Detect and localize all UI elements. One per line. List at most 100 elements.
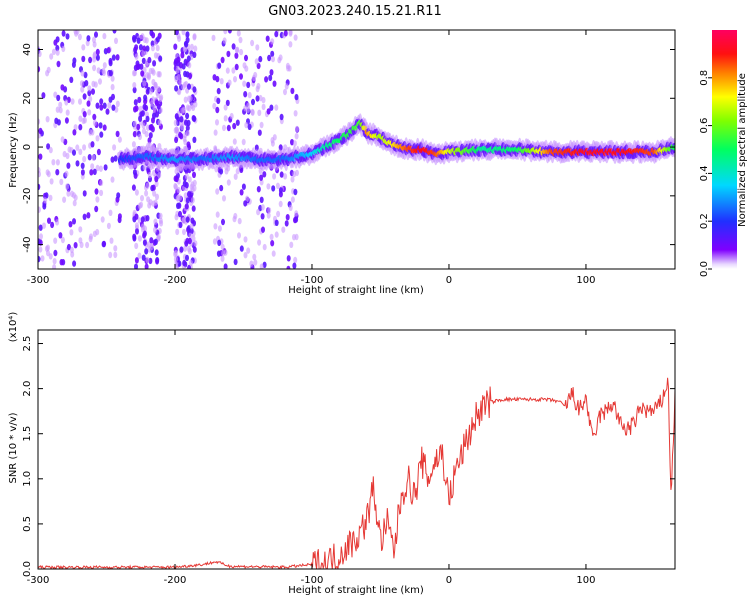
noise-blob [78, 148, 83, 155]
noise-blob [181, 30, 186, 36]
noise-blob [135, 228, 139, 235]
noise-blob [138, 115, 143, 122]
noise-blob [189, 43, 194, 51]
noise-blob [223, 30, 228, 35]
noise-blob [111, 54, 116, 61]
noise-blob [137, 96, 142, 104]
noise-blob [106, 222, 111, 230]
noise-blob [294, 210, 299, 217]
colorbar-label: Normalized spectral amplitude [737, 73, 748, 227]
noise-blob [110, 83, 115, 91]
noise-blob [69, 246, 74, 254]
noise-blob [192, 136, 197, 143]
noise-blob [38, 255, 41, 263]
noise-blob [55, 159, 60, 166]
noise-blob [140, 70, 145, 77]
snr-y-ticks: 0.0 0.5 1.0 1.5 2.0 2.5 [22, 336, 675, 577]
noise-blob [156, 86, 161, 93]
noise-blob [225, 67, 230, 74]
noise-blob [78, 226, 83, 233]
noise-blob [266, 108, 271, 115]
noise-blob [92, 36, 96, 43]
noise-blob [150, 44, 155, 52]
noise-blob [222, 124, 226, 132]
snr-series-line [38, 377, 675, 569]
noise-blob [176, 194, 181, 202]
noise-blob [46, 66, 51, 74]
noise-blob [105, 108, 110, 115]
noise-blob [86, 212, 91, 219]
noise-blob [174, 136, 179, 144]
noise-blob [108, 70, 113, 77]
noise-blob [140, 110, 145, 117]
noise-blob [158, 212, 163, 220]
noise-blob [157, 143, 162, 150]
noise-blob [192, 185, 197, 192]
noise-blob [48, 146, 53, 154]
noise-blob [182, 106, 186, 114]
noise-blob [189, 223, 194, 230]
noise-blob [153, 81, 158, 89]
noise-blob [183, 70, 188, 78]
noise-blob [175, 228, 180, 236]
noise-blob [38, 246, 43, 253]
noise-blob [242, 80, 247, 87]
noise-blob [239, 48, 244, 56]
noise-blob [115, 54, 120, 61]
noise-blob [149, 30, 154, 37]
noise-blob [75, 160, 80, 167]
noise-blob [94, 188, 99, 195]
noise-blob [177, 35, 182, 42]
noise-blob [142, 127, 146, 135]
snr-chart: -300 -200 -100 0 100 0.0 0.5 1.0 1.5 2.0 2.5 Heig… [8, 312, 676, 596]
snr-frame [37, 329, 676, 570]
noise-blob [59, 178, 64, 186]
noise-blob [234, 63, 239, 71]
noise-blob [53, 237, 58, 244]
noise-blob [38, 50, 42, 58]
noise-blob [215, 106, 220, 114]
spectrogram-frame [37, 29, 676, 270]
noise-blob [215, 119, 219, 126]
noise-blob [246, 247, 251, 254]
noise-blob [61, 45, 66, 53]
noise-blob [176, 56, 181, 63]
noise-blob [192, 86, 197, 93]
noise-blob [187, 61, 192, 69]
noise-blob [236, 30, 241, 37]
noise-blob [38, 206, 41, 213]
noise-blob [65, 109, 70, 116]
noise-blob [272, 134, 277, 141]
noise-blob [113, 155, 118, 162]
noise-blob [141, 254, 146, 261]
noise-blob [183, 96, 188, 103]
noise-blob [46, 143, 51, 150]
noise-blob [231, 67, 236, 74]
snr-multiplier: (x10⁴) [8, 312, 19, 343]
noise-blob [145, 71, 150, 79]
noise-blob [217, 239, 222, 246]
noise-blob [71, 192, 76, 199]
noise-blob [133, 99, 138, 106]
noise-blob [233, 212, 238, 220]
noise-blob [261, 96, 266, 104]
noise-blob [77, 33, 82, 41]
noise-blob [177, 88, 182, 96]
noise-blob [154, 249, 159, 256]
noise-blob [142, 230, 147, 237]
noise-blob [184, 173, 189, 180]
noise-blob [135, 63, 140, 70]
noise-blob [259, 196, 264, 203]
noise-blob [112, 30, 117, 34]
noise-blob [132, 82, 137, 89]
noise-blob [108, 251, 113, 259]
noise-blob [179, 246, 184, 253]
noise-blob [60, 84, 65, 91]
noise-blob [152, 190, 157, 197]
noise-blob [158, 55, 163, 62]
noise-blob [152, 104, 157, 112]
y-tick-label: 0.5 [22, 516, 33, 532]
noise-blob [113, 251, 118, 259]
noise-blob [155, 111, 159, 118]
noise-blob [294, 93, 299, 101]
